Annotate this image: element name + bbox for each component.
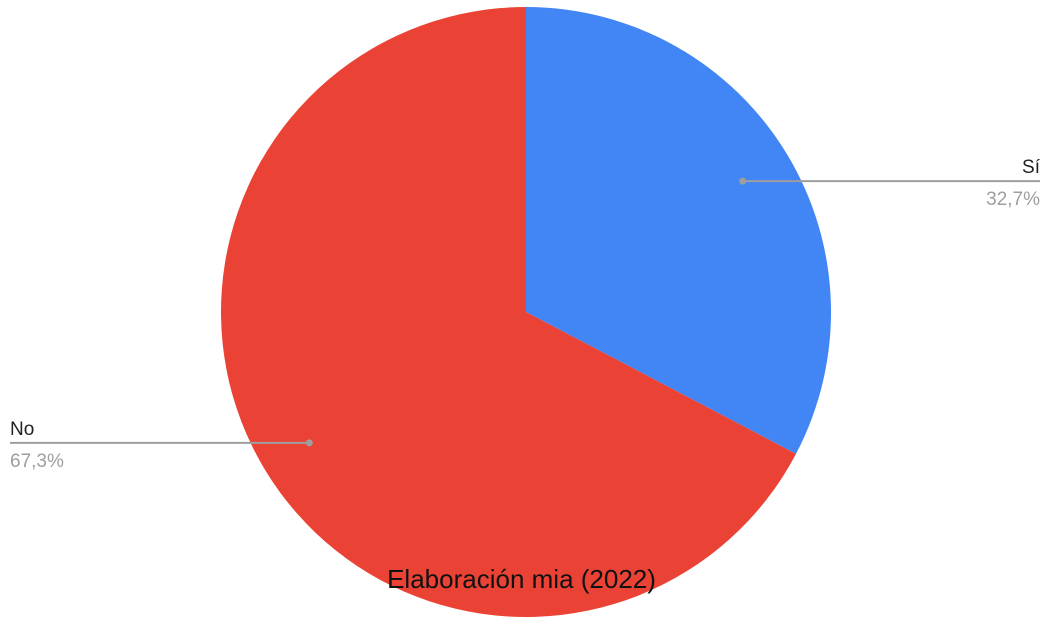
slice-label-no: No [10, 419, 34, 440]
leader-dot-si [739, 177, 747, 185]
slice-percent-si: 32,7% [986, 189, 1040, 210]
pie-slice-si [526, 7, 831, 454]
figure-caption: Elaboración mia (2022) [387, 564, 656, 594]
leader-dot-no [305, 439, 313, 447]
pie-slices [221, 7, 831, 617]
slice-label-si: Sí [1022, 157, 1041, 178]
slice-percent-no: 67,3% [10, 451, 64, 472]
leader-lines [10, 177, 1040, 447]
pie-slice-no [221, 7, 796, 617]
